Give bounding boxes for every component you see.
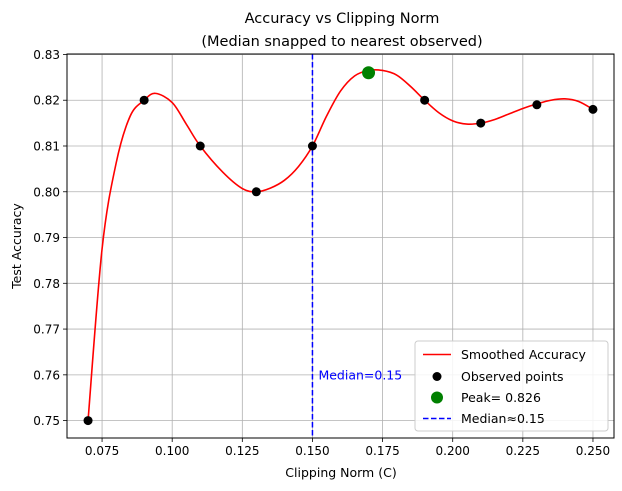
y-tick-label: 0.79 — [33, 231, 60, 245]
x-tick-label: 0.225 — [506, 444, 540, 458]
x-tick-label: 0.200 — [436, 444, 470, 458]
axis-ticks: 0.075 0.100 0.125 0.150 0.175 0.200 0.225 0.250… — [33, 48, 610, 458]
median-layer: Median=0.15 — [311, 54, 402, 438]
x-axis-label: Clipping Norm (C) — [285, 465, 396, 480]
chart-title-line2: (Median snapped to nearest observed) — [201, 34, 482, 50]
x-tick-label: 0.150 — [295, 444, 329, 458]
chart-title-line1: Accuracy vs Clipping Norm — [245, 11, 440, 27]
x-tick-label: 0.250 — [576, 444, 610, 458]
plot-series — [83, 66, 598, 426]
legend-peak-label: Peak= 0.826 — [461, 390, 541, 405]
observed-point — [307, 141, 317, 151]
y-tick-label: 0.80 — [33, 185, 60, 199]
x-tick-label: 0.100 — [155, 444, 189, 458]
plot-frame — [66, 53, 615, 439]
smoothed-accuracy-line — [87, 69, 594, 421]
legend-median-label: Median≈0.15 — [461, 411, 545, 426]
legend: Smoothed Accuracy Observed points Peak= … — [414, 340, 609, 432]
observed-point — [420, 95, 430, 105]
y-tick-label: 0.83 — [33, 48, 60, 62]
legend-peak-swatch — [431, 391, 443, 404]
y-tick-label: 0.76 — [33, 368, 60, 382]
observed-point — [588, 104, 598, 114]
observed-point — [476, 118, 486, 128]
median-annotation: Median=0.15 — [318, 367, 402, 382]
observed-point — [139, 95, 149, 105]
peak-point — [362, 66, 376, 80]
y-tick-label: 0.81 — [33, 139, 60, 153]
observed-point — [532, 100, 542, 110]
y-tick-label: 0.75 — [33, 414, 60, 428]
observed-point — [195, 141, 205, 151]
y-tick-label: 0.82 — [33, 94, 60, 108]
legend-observed-swatch — [432, 372, 442, 381]
legend-observed-label: Observed points — [461, 369, 564, 384]
legend-smoothed-label: Smoothed Accuracy — [461, 347, 586, 362]
x-tick-label: 0.075 — [85, 444, 119, 458]
y-tick-label: 0.78 — [33, 277, 60, 291]
x-tick-label: 0.175 — [365, 444, 399, 458]
y-axis-label: Test Accuracy — [9, 203, 24, 290]
observed-point — [83, 416, 93, 426]
y-tick-label: 0.77 — [33, 323, 60, 337]
x-tick-label: 0.125 — [225, 444, 259, 458]
observed-point — [251, 187, 261, 197]
legend-box — [414, 340, 609, 432]
